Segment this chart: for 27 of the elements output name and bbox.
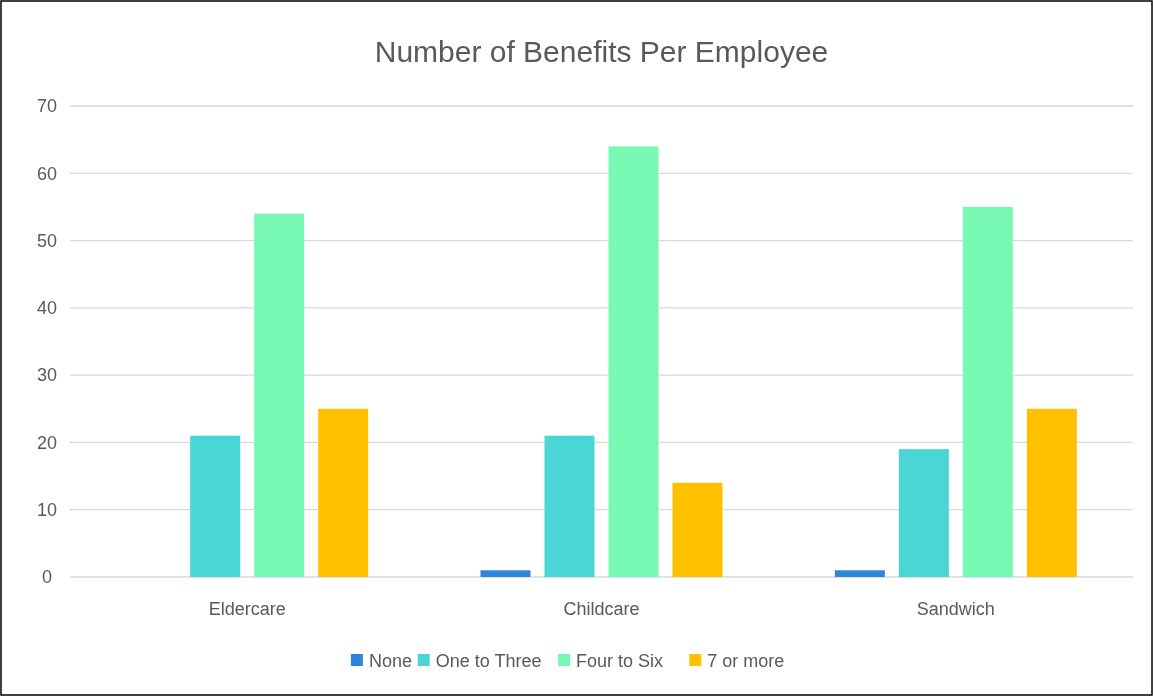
bar (1026, 408, 1077, 577)
bar (672, 482, 723, 577)
legend-label: 7 or more (707, 651, 785, 672)
bar (898, 449, 949, 577)
y-tick-label: 0 (41, 567, 53, 588)
x-tick-label: Sandwich (916, 599, 995, 619)
chart-title: Number of Benefits Per Employee (374, 35, 829, 68)
y-tick-label: 50 (36, 230, 58, 251)
bar (480, 570, 531, 577)
bar (608, 146, 659, 577)
bar (254, 213, 305, 577)
y-tick-label: 70 (36, 96, 58, 117)
x-tick-label: Childcare (563, 599, 640, 619)
x-tick-label: Eldercare (208, 599, 286, 619)
bar (318, 408, 369, 577)
y-tick-label: 40 (36, 298, 58, 319)
bar (834, 570, 885, 577)
y-tick-label: 20 (36, 432, 58, 453)
y-tick-label: 30 (36, 365, 58, 386)
y-tick-label: 60 (36, 163, 58, 184)
bar (962, 206, 1013, 577)
legend-label: One to Three (435, 651, 542, 672)
legend-label: None (368, 651, 412, 672)
y-tick-label: 10 (36, 500, 58, 521)
legend-label: Four to Six (576, 651, 664, 672)
bar (544, 435, 595, 577)
bar (190, 435, 241, 577)
